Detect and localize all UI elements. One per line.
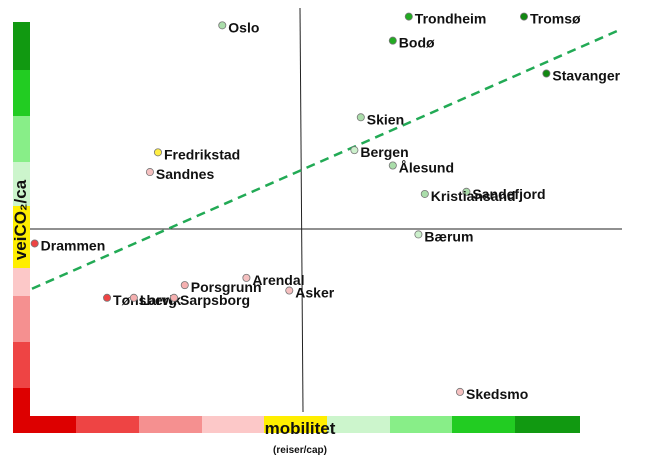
data-point-sandnes bbox=[145, 168, 154, 177]
data-point-skien bbox=[356, 113, 365, 122]
y-scale-segment bbox=[13, 342, 30, 388]
data-label-bærum: Bærum bbox=[424, 228, 473, 244]
data-point-fredrikstad bbox=[153, 148, 162, 157]
data-label-ålesund: Ålesund bbox=[399, 159, 454, 175]
y-scale-segment bbox=[13, 162, 30, 206]
data-label-tromsø: Tromsø bbox=[530, 11, 581, 27]
data-point-stavanger bbox=[542, 69, 551, 78]
data-label-skedsmo: Skedsmo bbox=[466, 386, 528, 402]
data-label-bergen: Bergen bbox=[360, 144, 408, 160]
x-axis-unit: (reiser/cap) bbox=[273, 445, 327, 456]
data-label-drammen: Drammen bbox=[41, 237, 106, 253]
data-point-drammen bbox=[30, 239, 39, 248]
x-scale-segment bbox=[202, 416, 264, 433]
data-point-tønsberg bbox=[103, 293, 112, 302]
data-points: Oslo Trondheim Tromsø Bodø Stavanger Skien Ber… bbox=[30, 11, 621, 402]
y-scale-segment bbox=[13, 226, 30, 268]
data-label-bodø: Bodø bbox=[399, 35, 435, 51]
x-scale-segment bbox=[76, 416, 139, 433]
x-axis-label: mobilitet bbox=[265, 419, 336, 438]
data-point-skedsmo bbox=[455, 387, 464, 396]
data-point-larvik bbox=[129, 293, 138, 302]
data-label-asker: Asker bbox=[295, 285, 334, 301]
x-scale-segment bbox=[327, 416, 390, 433]
data-point-kristiansand bbox=[420, 189, 429, 198]
data-point-bodø bbox=[388, 36, 397, 45]
data-point-trondheim bbox=[404, 12, 413, 21]
data-label-sarpsborg: Sarpsborg bbox=[180, 292, 250, 308]
y-scale-segment bbox=[13, 206, 30, 226]
data-label-skien: Skien bbox=[367, 111, 404, 127]
data-label-fredrikstad: Fredrikstad bbox=[164, 146, 240, 162]
data-point-sarpsborg bbox=[170, 293, 179, 302]
data-point-sandefjord bbox=[462, 187, 471, 196]
y-scale-segment bbox=[13, 268, 30, 296]
x-scale-segment bbox=[390, 416, 452, 433]
data-point-oslo bbox=[218, 21, 227, 30]
x-scale-segment bbox=[139, 416, 202, 433]
data-point-asker bbox=[285, 286, 294, 295]
data-point-tromsø bbox=[520, 12, 529, 21]
x-axis-color-scale bbox=[13, 416, 580, 433]
x-scale-segment bbox=[515, 416, 580, 433]
data-point-porsgrunn bbox=[180, 281, 189, 290]
data-label-sandefjord: Sandefjord bbox=[472, 186, 545, 202]
x-scale-segment bbox=[264, 416, 327, 433]
y-scale-segment bbox=[13, 296, 30, 342]
y-scale-segment bbox=[13, 70, 30, 116]
y-scale-segment bbox=[13, 22, 30, 70]
data-label-sandnes: Sandnes bbox=[156, 166, 215, 182]
data-label-oslo: Oslo bbox=[228, 19, 259, 35]
y-axis-label: veiCO₂/ca bbox=[11, 179, 30, 260]
x-scale-segment bbox=[13, 416, 76, 433]
y-scale-segment bbox=[13, 116, 30, 162]
x-scale-segment bbox=[452, 416, 515, 433]
data-point-bærum bbox=[414, 230, 423, 239]
y-axis-line bbox=[299, 7, 304, 413]
data-label-porsgrunn: Porsgrunn bbox=[191, 279, 262, 295]
trend-line bbox=[31, 28, 621, 290]
data-label-arendal: Arendal bbox=[252, 272, 304, 288]
data-label-kristiansand: Kristiansand bbox=[431, 188, 516, 204]
data-point-ålesund bbox=[388, 161, 397, 170]
data-point-bergen bbox=[350, 146, 359, 155]
data-label-stavanger: Stavanger bbox=[552, 68, 620, 84]
data-label-tønsberg: Tønsberg bbox=[113, 292, 177, 308]
data-point-arendal bbox=[242, 273, 251, 282]
data-label-trondheim: Trondheim bbox=[415, 11, 487, 27]
